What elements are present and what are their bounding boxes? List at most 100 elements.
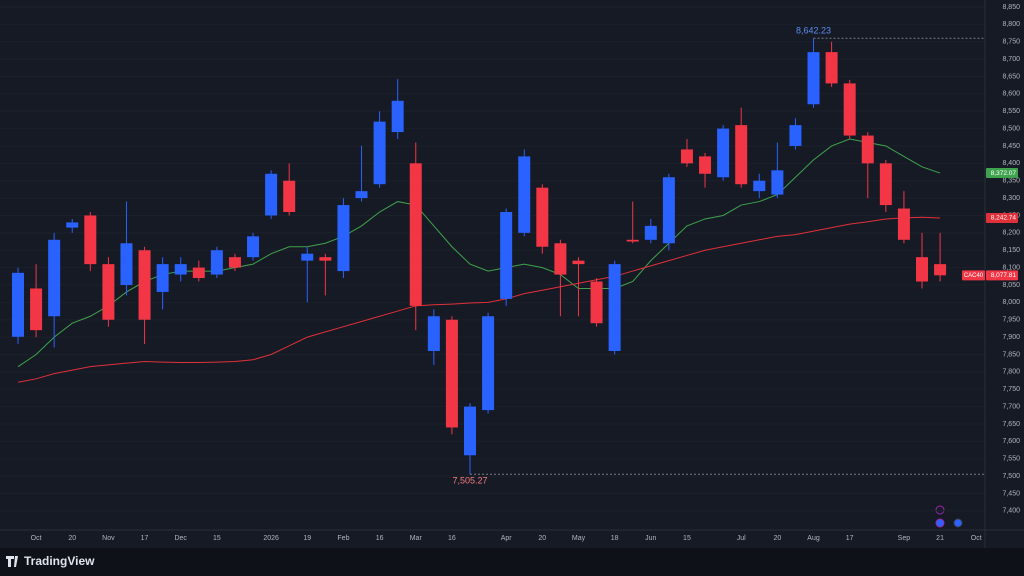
- y-tick-label: 7,550: [1002, 456, 1020, 463]
- max-label: 8,642.23: [796, 26, 831, 36]
- y-tick-label: 7,900: [1002, 334, 1020, 341]
- candle-body: [48, 239, 61, 317]
- candle-body: [717, 128, 730, 178]
- candle-body: [500, 212, 513, 299]
- y-tick-label: 7,800: [1002, 369, 1020, 376]
- candle-body: [807, 52, 820, 105]
- x-tick-label: Jul: [737, 535, 746, 542]
- candle-body: [228, 257, 241, 268]
- candle-body: [644, 225, 657, 240]
- y-tick-label: 7,650: [1002, 421, 1020, 428]
- candle-body: [138, 250, 151, 320]
- candle-body: [861, 135, 874, 164]
- candle-body: [464, 406, 476, 456]
- y-tick-label: 7,950: [1002, 317, 1020, 324]
- x-tick-label: Jun: [645, 535, 656, 542]
- x-tick-label: 16: [376, 535, 384, 542]
- candle-body: [319, 257, 332, 261]
- candle-body: [445, 319, 458, 428]
- x-tick-label: Dec: [174, 535, 187, 542]
- candle-body: [699, 156, 712, 174]
- candle-body: [373, 121, 386, 185]
- y-tick-label: 8,350: [1002, 178, 1020, 185]
- candle-body: [572, 260, 585, 265]
- y-tick-label: 8,600: [1002, 91, 1020, 98]
- candle-body: [934, 264, 947, 276]
- candle-body: [662, 177, 675, 244]
- x-tick-label: Apr: [501, 535, 513, 542]
- y-tick-label: 8,850: [1002, 4, 1020, 11]
- x-tick-label: May: [572, 535, 586, 542]
- candle-body: [156, 264, 169, 292]
- candle-body: [30, 288, 43, 331]
- candle-body: [518, 156, 531, 233]
- candle-body: [536, 187, 549, 247]
- ma-last-label: 8,242.74: [991, 215, 1017, 222]
- x-tick-label: 20: [773, 535, 781, 542]
- x-tick-label: Mar: [410, 535, 423, 542]
- candle-body: [174, 264, 187, 275]
- y-tick-label: 7,850: [1002, 351, 1020, 358]
- last-price-label-bg: [986, 270, 1018, 281]
- y-tick-label: 7,600: [1002, 438, 1020, 445]
- y-tick-label: 8,500: [1002, 125, 1020, 132]
- candle-body: [825, 52, 838, 84]
- logo: [6, 556, 18, 567]
- last-price-label: 8,077.81: [991, 272, 1017, 279]
- candle-body: [265, 173, 278, 216]
- y-tick-label: 8,100: [1002, 264, 1020, 271]
- candle-body: [66, 222, 79, 228]
- y-tick-label: 8,000: [1002, 299, 1020, 306]
- y-tick-label: 8,300: [1002, 195, 1020, 202]
- event-icon: [935, 518, 945, 528]
- candle-body: [554, 243, 567, 275]
- candle-body: [482, 316, 495, 411]
- x-tick-label: 20: [68, 535, 76, 542]
- candle-body: [427, 316, 440, 352]
- x-tick-label: 15: [683, 535, 691, 542]
- candle-body: [192, 267, 205, 279]
- candle-body: [843, 83, 856, 136]
- event-icons: [935, 505, 963, 528]
- y-tick-label: 8,050: [1002, 282, 1020, 289]
- y-tick-label: 8,700: [1002, 56, 1020, 63]
- x-tick-label: 16: [448, 535, 456, 542]
- x-tick-label: Sep: [898, 535, 911, 542]
- y-tick-label: 8,750: [1002, 39, 1020, 46]
- candle-body: [897, 208, 910, 240]
- candle-body: [753, 180, 766, 192]
- symbol-bg: [962, 270, 985, 281]
- candle-body: [84, 215, 97, 265]
- y-tick-label: 8,550: [1002, 108, 1020, 115]
- y-tick-label: 8,650: [1002, 73, 1020, 80]
- event-icon: [935, 505, 945, 515]
- candle-body: [771, 170, 784, 195]
- candle-body: [337, 205, 350, 272]
- moving-average: [17, 216, 941, 383]
- x-tick-label: 20: [538, 535, 546, 542]
- candle-body: [210, 250, 223, 275]
- x-tick-label: Nov: [102, 535, 115, 542]
- x-tick-label: Oct: [31, 535, 42, 542]
- candle-body: [735, 125, 748, 185]
- ma-last-label-bg: [986, 168, 1018, 179]
- y-tick-label: 7,500: [1002, 473, 1020, 480]
- x-tick-label: 21: [936, 535, 944, 542]
- y-tick-label: 7,450: [1002, 490, 1020, 497]
- candle-body: [680, 149, 693, 164]
- candle-body: [626, 239, 639, 242]
- x-tick-label: 18: [611, 535, 619, 542]
- x-tick-label: 2026: [263, 535, 279, 542]
- candle-body: [283, 180, 296, 212]
- x-tick-label: Oct: [971, 535, 982, 542]
- candle-body: [590, 281, 603, 324]
- y-tick-label: 8,150: [1002, 247, 1020, 254]
- candle-body: [12, 272, 24, 337]
- ma-last-label-bg: [986, 212, 1018, 223]
- y-tick-label: 7,700: [1002, 403, 1020, 410]
- y-tick-label: 8,800: [1002, 21, 1020, 28]
- candle-body: [879, 163, 892, 206]
- candle-body: [608, 264, 621, 352]
- candle-body: [247, 236, 260, 258]
